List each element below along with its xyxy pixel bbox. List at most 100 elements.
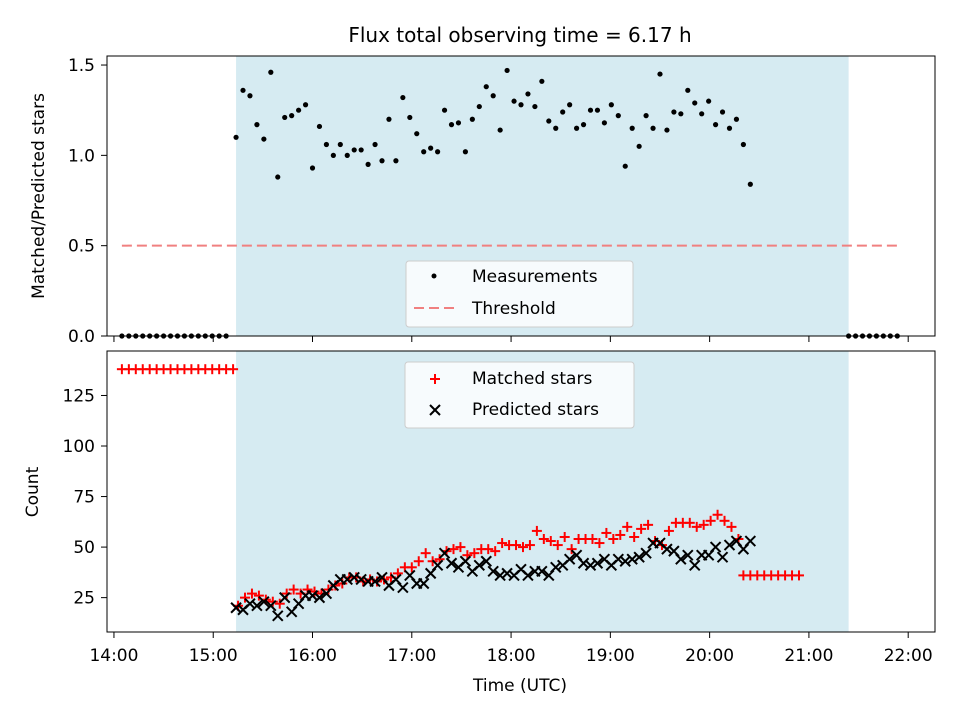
measurement-point-32 [344, 152, 350, 158]
predicted-point-36 [480, 555, 492, 567]
top-legend-box [405, 260, 634, 328]
matched-point-63 [552, 540, 563, 551]
measurement-point-36 [372, 141, 378, 148]
predicted-point-69 [709, 541, 722, 553]
predicted-point-52 [591, 557, 604, 569]
measurement-point-16 [233, 134, 239, 140]
measurement-point-34 [358, 147, 364, 153]
matched-point-64 [559, 531, 570, 542]
measurement-point-72 [622, 163, 628, 169]
predicted-point-27 [417, 577, 430, 590]
x-tick-label-3: 17:00 [387, 646, 436, 666]
x-tick-label-0: 14:00 [89, 646, 138, 666]
x-tick-label-6: 20:00 [685, 646, 734, 666]
matched-point-19 [246, 588, 257, 599]
predicted-point-20 [369, 575, 381, 588]
legend-matched-label: Matched stars [472, 369, 592, 389]
measurement-point-45 [435, 149, 441, 155]
predicted-point-29 [431, 559, 444, 571]
measurement-point-48 [455, 120, 462, 126]
matched-point-54 [490, 546, 501, 557]
measurement-point-49 [462, 149, 469, 155]
bottom-legend-box [404, 361, 635, 429]
measurement-point-33 [351, 147, 357, 153]
matched-point-68 [587, 534, 598, 545]
matched-point-73 [622, 521, 633, 532]
x-tick-label-1: 15:00 [189, 646, 238, 666]
measurement-point-62 [553, 125, 559, 131]
matched-point-87 [719, 515, 730, 526]
predicted-point-58 [633, 551, 645, 563]
bottom-ylabel: Count [23, 466, 43, 517]
measurement-point-41 [407, 114, 413, 121]
predicted-point-4 [258, 595, 270, 608]
predicted-point-46 [550, 561, 562, 574]
measurement-point-59 [532, 103, 538, 110]
measurement-point-24 [289, 113, 295, 119]
matched-point-98 [793, 570, 804, 581]
matched-point-43 [413, 556, 424, 567]
top-y-tick-label-2: 1.0 [68, 146, 95, 166]
bottom-frame [106, 350, 936, 633]
legend-matched-marker [430, 374, 440, 384]
measurement-point-79 [671, 109, 677, 115]
bottom-y-tick-label-4: 125 [63, 386, 95, 406]
matched-point-57 [511, 540, 522, 551]
measurement-point-38 [386, 116, 392, 122]
measurement-point-88 [733, 116, 740, 122]
matched-point-62 [545, 536, 556, 547]
predicted-point-74 [744, 535, 757, 547]
measurement-point-19 [254, 122, 260, 128]
measurement-point-42 [414, 131, 420, 137]
chart-title: Flux total observing time = 6.17 h [348, 23, 691, 47]
x-tick-label-8: 22:00 [884, 646, 933, 666]
measurement-point-58 [525, 91, 531, 97]
predicted-point-11 [306, 589, 319, 602]
predicted-point-71 [723, 539, 736, 551]
matched-point-23 [274, 598, 285, 609]
measurement-point-90 [747, 181, 753, 187]
measurement-point-27 [309, 165, 316, 171]
predicted-point-39 [501, 567, 513, 580]
matched-point-55 [497, 538, 508, 549]
predicted-point-50 [577, 557, 590, 569]
predicted-point-30 [438, 547, 451, 559]
predicted-point-65 [682, 549, 694, 561]
measurement-point-86 [719, 109, 726, 115]
measurement-point-55 [504, 67, 510, 74]
bottom-y-tick-label-0: 25 [73, 589, 95, 609]
measurement-point-20 [261, 136, 267, 142]
matched-point-58 [517, 542, 528, 553]
x-axis-label: Time (UTC) [472, 676, 567, 696]
measurement-point-66 [580, 122, 587, 128]
measurement-point-78 [664, 127, 670, 133]
measurement-point-69 [601, 120, 607, 126]
top-y-tick-label-0: 0.0 [68, 327, 95, 347]
measurement-point-89 [740, 141, 746, 148]
predicted-point-0 [230, 602, 242, 614]
bottom-y-tick-label-3: 100 [63, 437, 95, 457]
predicted-point-64 [675, 553, 687, 565]
top-legend: Measurements Threshold [405, 260, 634, 328]
predicted-point-31 [445, 557, 458, 569]
predicted-point-56 [619, 555, 631, 567]
measurement-point-68 [594, 107, 601, 113]
measurement-point-39 [393, 158, 399, 164]
predicted-point-6 [272, 610, 284, 622]
predicted-point-35 [473, 559, 486, 571]
measurement-point-30 [330, 152, 336, 158]
measurement-point-65 [573, 125, 580, 131]
matched-point-79 [663, 525, 674, 536]
predicted-point-55 [612, 553, 625, 565]
matched-point-86 [712, 509, 723, 520]
top-y-tick-label-3: 1.5 [68, 56, 95, 76]
matched-point-74 [629, 531, 640, 542]
predicted-point-24 [397, 581, 409, 594]
matched-point-72 [615, 529, 626, 540]
measurement-point-43 [421, 149, 427, 155]
measurement-point-54 [497, 127, 503, 133]
matched-point-59 [524, 540, 535, 551]
measurement-point-82 [692, 100, 698, 106]
measurement-point-29 [323, 141, 330, 148]
matched-point-53 [483, 544, 494, 555]
